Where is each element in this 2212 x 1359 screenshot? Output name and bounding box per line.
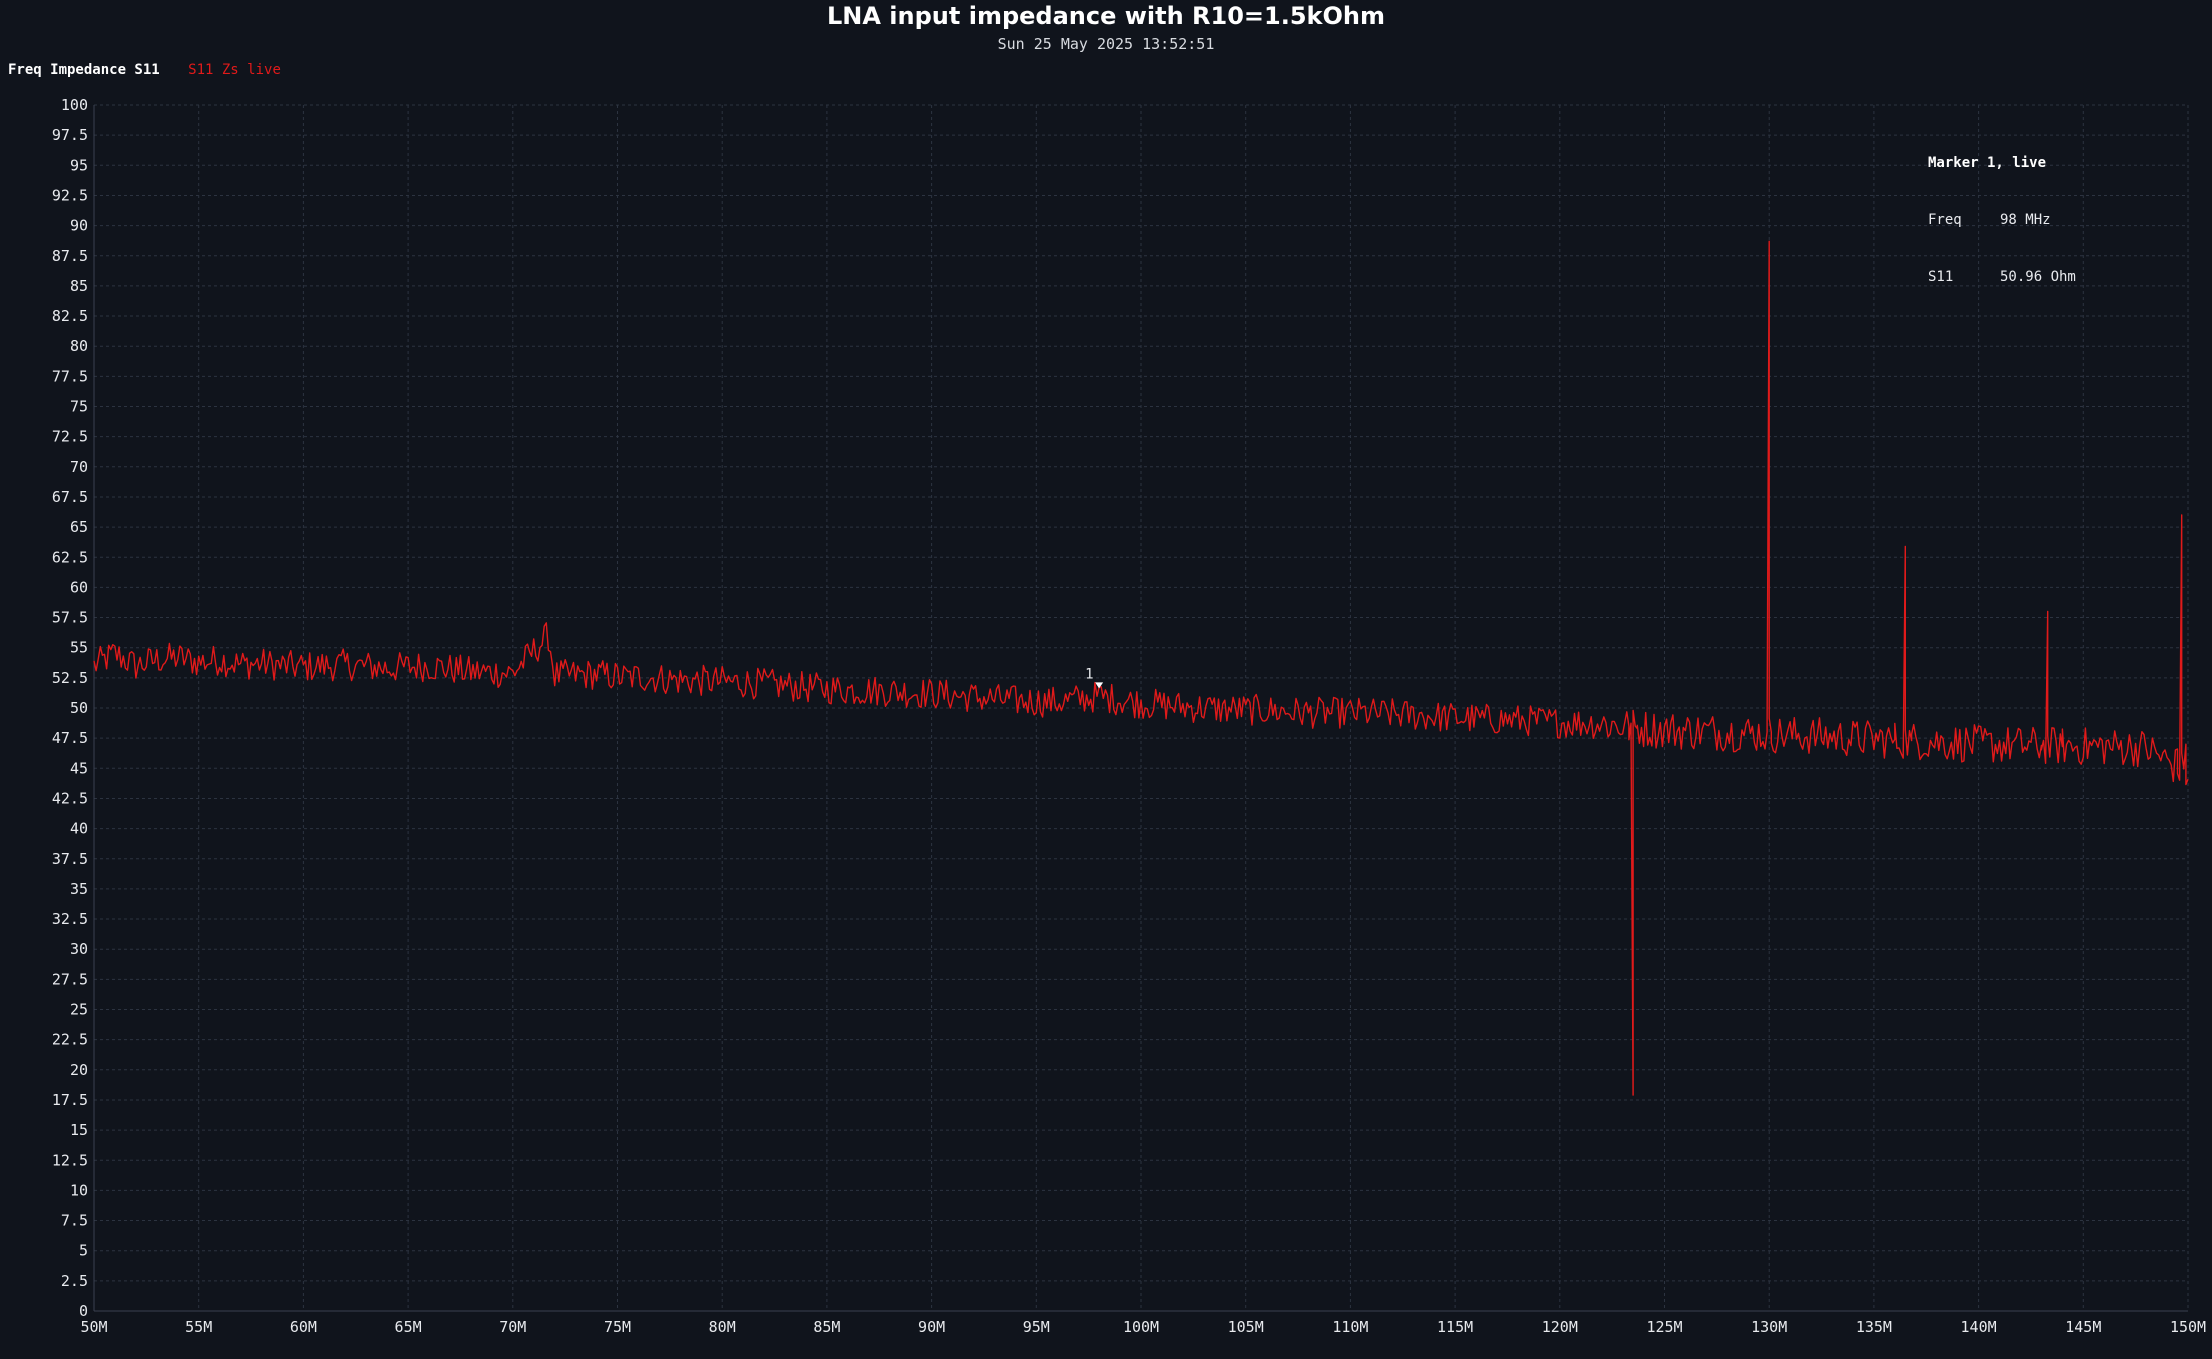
- y-tick-label: 0: [79, 1302, 88, 1320]
- x-tick-label: 70M: [499, 1318, 526, 1336]
- x-tick-label: 60M: [290, 1318, 317, 1336]
- y-tick-label: 52.5: [52, 669, 88, 687]
- x-tick-label: 125M: [1646, 1318, 1682, 1336]
- y-tick-label: 87.5: [52, 247, 88, 265]
- x-tick-label: 90M: [918, 1318, 945, 1336]
- x-tick-label: 85M: [813, 1318, 840, 1336]
- y-tick-label: 30: [70, 940, 88, 958]
- y-tick-label: 70: [70, 458, 88, 476]
- y-tick-label: 27.5: [52, 970, 88, 988]
- y-tick-label: 62.5: [52, 548, 88, 566]
- y-tick-label: 90: [70, 217, 88, 235]
- marker-readout-row-s11: S11 50.96 Ohm: [1928, 268, 2076, 287]
- x-tick-label: 100M: [1123, 1318, 1159, 1336]
- y-tick-label: 35: [70, 880, 88, 898]
- chart-timestamp: Sun 25 May 2025 13:52:51: [997, 35, 1215, 53]
- y-tick-label: 82.5: [52, 307, 88, 325]
- y-tick-label: 85: [70, 277, 88, 295]
- legend: Freq Impedance S11 S11 Zs live: [8, 62, 281, 78]
- y-tick-label: 40: [70, 820, 88, 838]
- legend-series-s11[interactable]: S11 Zs live: [188, 62, 281, 78]
- y-tick-label: 92.5: [52, 186, 88, 204]
- x-tick-label: 135M: [1856, 1318, 1892, 1336]
- x-tick-label: 115M: [1437, 1318, 1473, 1336]
- x-tick-label: 145M: [2065, 1318, 2101, 1336]
- x-tick-label: 150M: [2170, 1318, 2206, 1336]
- y-tick-label: 32.5: [52, 910, 88, 928]
- y-tick-label: 75: [70, 398, 88, 416]
- x-tick-label: 120M: [1542, 1318, 1578, 1336]
- x-tick-label: 105M: [1228, 1318, 1264, 1336]
- chart-title: LNA input impedance with R10=1.5kOhm: [827, 2, 1385, 30]
- y-tick-label: 65: [70, 518, 88, 536]
- y-tick-label: 60: [70, 578, 88, 596]
- y-tick-label: 57.5: [52, 609, 88, 627]
- y-tick-label: 42.5: [52, 789, 88, 807]
- y-tick-label: 100: [61, 96, 88, 114]
- y-tick-label: 80: [70, 337, 88, 355]
- x-tick-label: 140M: [1961, 1318, 1997, 1336]
- y-tick-label: 50: [70, 699, 88, 717]
- y-tick-label: 47.5: [52, 729, 88, 747]
- x-tick-label: 55M: [185, 1318, 212, 1336]
- y-tick-label: 25: [70, 1001, 88, 1019]
- marker-label: 1: [1085, 666, 1093, 682]
- x-tick-label: 130M: [1751, 1318, 1787, 1336]
- y-tick-label: 12.5: [52, 1151, 88, 1169]
- y-tick-label: 95: [70, 156, 88, 174]
- legend-title: Freq Impedance S11: [8, 62, 160, 78]
- x-tick-label: 95M: [1023, 1318, 1050, 1336]
- marker-readout: Marker 1, live Freq 98 MHz S11 50.96 Ohm: [1928, 116, 2076, 306]
- marker-readout-key: S11: [1928, 269, 1954, 285]
- y-tick-label: 15: [70, 1121, 88, 1139]
- y-tick-label: 67.5: [52, 488, 88, 506]
- x-tick-label: 75M: [604, 1318, 631, 1336]
- y-tick-label: 22.5: [52, 1031, 88, 1049]
- y-tick-label: 97.5: [52, 126, 88, 144]
- marker-readout-value: 98 MHz: [2000, 212, 2051, 228]
- y-tick-label: 20: [70, 1061, 88, 1079]
- y-tick-label: 45: [70, 759, 88, 777]
- y-tick-label: 7.5: [61, 1212, 88, 1230]
- y-tick-label: 55: [70, 639, 88, 657]
- marker-readout-value: 50.96 Ohm: [2000, 269, 2076, 285]
- x-tick-label: 110M: [1332, 1318, 1368, 1336]
- marker-readout-row-freq: Freq 98 MHz: [1928, 211, 2076, 230]
- y-tick-label: 2.5: [61, 1272, 88, 1290]
- marker-triangle: [1095, 682, 1104, 689]
- marker-readout-title: Marker 1, live: [1928, 155, 2047, 171]
- y-tick-label: 72.5: [52, 428, 88, 446]
- y-tick-label: 77.5: [52, 367, 88, 385]
- y-tick-label: 5: [79, 1242, 88, 1260]
- x-tick-label: 50M: [80, 1318, 107, 1336]
- y-tick-label: 17.5: [52, 1091, 88, 1109]
- marker-readout-key: Freq: [1928, 212, 1962, 228]
- x-tick-label: 65M: [395, 1318, 422, 1336]
- y-tick-label: 10: [70, 1181, 88, 1199]
- y-tick-label: 37.5: [52, 850, 88, 868]
- x-tick-label: 80M: [709, 1318, 736, 1336]
- series-line-s11: [93, 240, 2189, 1096]
